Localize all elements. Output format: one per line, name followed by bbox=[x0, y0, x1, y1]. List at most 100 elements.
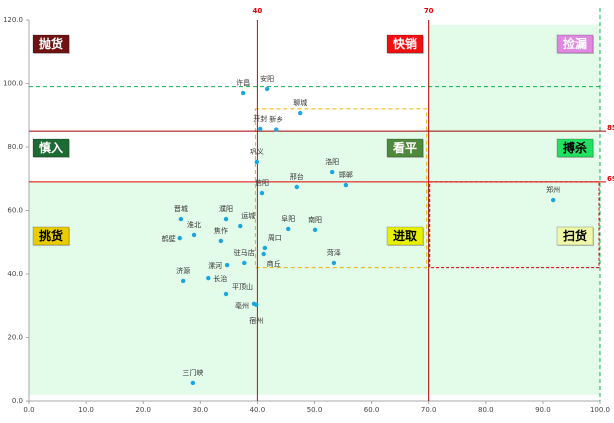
x-tick-label: 90.0 bbox=[535, 406, 551, 414]
data-point-label: 南阳 bbox=[308, 215, 322, 224]
threshold-label-y: 69 bbox=[607, 175, 614, 183]
data-point bbox=[264, 86, 270, 92]
data-point-label: 晋城 bbox=[174, 205, 188, 213]
data-point-label: 菏泽 bbox=[327, 248, 341, 257]
quadrant-button-4 bbox=[32, 138, 70, 158]
y-tick-label: 120.0 bbox=[3, 16, 23, 24]
data-point-label: 商丘 bbox=[267, 259, 281, 268]
data-point bbox=[550, 197, 556, 203]
data-point-label: 亳州 bbox=[235, 301, 249, 310]
x-tick-label: 80.0 bbox=[478, 406, 494, 414]
quadrant-label: 抛货 bbox=[39, 36, 63, 51]
data-point-label: 巩义 bbox=[250, 148, 264, 156]
data-point-label: 许昌 bbox=[236, 78, 250, 87]
data-point-label: 新乡 bbox=[269, 115, 283, 124]
shade-lower bbox=[29, 181, 429, 395]
data-point bbox=[223, 216, 229, 222]
data-point-label: 鹤壁 bbox=[162, 234, 176, 243]
quadrant-button-8 bbox=[386, 226, 424, 246]
quadrant-label: 进取 bbox=[393, 228, 417, 243]
x-tick-label: 100.0 bbox=[590, 406, 610, 414]
quadrant-label: 搏杀 bbox=[563, 140, 587, 155]
data-point-label: 焦作 bbox=[214, 226, 228, 235]
quadrant-button-5 bbox=[386, 138, 424, 158]
data-point bbox=[258, 126, 263, 132]
y-tick-label: 60.0 bbox=[7, 207, 23, 215]
quadrant-label: 捡漏 bbox=[563, 36, 587, 51]
y-tick-label: 100.0 bbox=[3, 80, 23, 88]
quadrant-label: 看平 bbox=[393, 140, 417, 155]
x-tick-label: 20.0 bbox=[135, 406, 151, 414]
x-tick-label: 50.0 bbox=[307, 406, 323, 414]
data-point-label: 开封 bbox=[253, 114, 267, 123]
threshold-label-x: 40 bbox=[253, 7, 263, 15]
quadrant-label: 扫货 bbox=[563, 228, 587, 243]
data-point bbox=[343, 182, 349, 188]
data-point-label: 洛阳 bbox=[325, 157, 339, 166]
data-point-label: 淮北 bbox=[187, 220, 201, 229]
y-tick-label: 0.0 bbox=[12, 397, 23, 405]
data-point bbox=[259, 190, 265, 196]
quadrant-label: 慎入 bbox=[39, 140, 63, 155]
data-point bbox=[180, 278, 186, 284]
data-point bbox=[218, 238, 224, 244]
x-tick-label: 10.0 bbox=[78, 406, 94, 414]
data-point bbox=[331, 260, 337, 266]
data-point-label: 长治 bbox=[213, 274, 227, 283]
x-tick-label: 70.0 bbox=[421, 406, 437, 414]
data-point-label: 驻马店 bbox=[234, 248, 255, 257]
data-point bbox=[294, 184, 299, 190]
quadrant-button-7 bbox=[32, 226, 70, 246]
x-tick-label: 60.0 bbox=[364, 406, 380, 414]
orange-dashed-box bbox=[254, 108, 428, 269]
data-point-label: 周口 bbox=[268, 234, 282, 242]
y-tick-label: 20.0 bbox=[7, 334, 23, 342]
data-point bbox=[254, 159, 260, 165]
data-point-label: 郑州 bbox=[546, 186, 560, 194]
quadrant-button-1 bbox=[32, 34, 70, 54]
data-point-label: 安阳 bbox=[260, 74, 274, 83]
data-point bbox=[298, 110, 303, 116]
data-point-label: 漯河 bbox=[208, 261, 222, 270]
data-point-label: 运城 bbox=[241, 212, 255, 220]
data-point-label: 三门峡 bbox=[182, 368, 203, 377]
data-point bbox=[206, 275, 211, 281]
quadrant-button-9 bbox=[556, 226, 594, 246]
data-point-label: 信阳 bbox=[255, 178, 269, 187]
data-point bbox=[191, 232, 197, 238]
data-point bbox=[262, 245, 268, 251]
data-point-label: 邢台 bbox=[290, 172, 304, 181]
threshold-label-y: 85 bbox=[607, 124, 614, 132]
data-point-label: 平顶山 bbox=[232, 282, 253, 291]
data-point bbox=[238, 223, 243, 229]
data-point bbox=[190, 380, 196, 386]
data-point bbox=[330, 169, 335, 175]
threshold-label-x: 70 bbox=[424, 7, 434, 15]
x-tick-label: 0.0 bbox=[23, 406, 34, 414]
data-point bbox=[177, 235, 182, 241]
data-point-label: 济源 bbox=[176, 266, 190, 275]
data-point-label: 阜阳 bbox=[281, 214, 295, 223]
y-tick-label: 40.0 bbox=[7, 270, 23, 278]
quadrant-button-3 bbox=[556, 34, 594, 54]
data-point bbox=[242, 260, 247, 266]
data-point-label: 宿州 bbox=[249, 316, 263, 325]
quadrant-label: 挑货 bbox=[39, 228, 63, 243]
data-point bbox=[254, 302, 259, 307]
data-point-label: 濮阳 bbox=[219, 204, 233, 213]
data-point bbox=[312, 227, 318, 233]
red-dashed-box bbox=[429, 181, 600, 269]
data-point bbox=[178, 216, 184, 222]
x-tick-label: 30.0 bbox=[193, 406, 209, 414]
data-point bbox=[286, 226, 291, 232]
data-point bbox=[274, 127, 279, 132]
quadrant-button-2 bbox=[386, 34, 424, 54]
quadrant-label: 快销 bbox=[393, 36, 417, 51]
data-point bbox=[261, 251, 266, 257]
data-point-label: 聊城 bbox=[293, 98, 307, 107]
data-point bbox=[240, 90, 246, 96]
data-point-label: 邯郸 bbox=[339, 170, 353, 179]
x-tick-label: 40.0 bbox=[250, 406, 266, 414]
data-point bbox=[223, 291, 229, 297]
